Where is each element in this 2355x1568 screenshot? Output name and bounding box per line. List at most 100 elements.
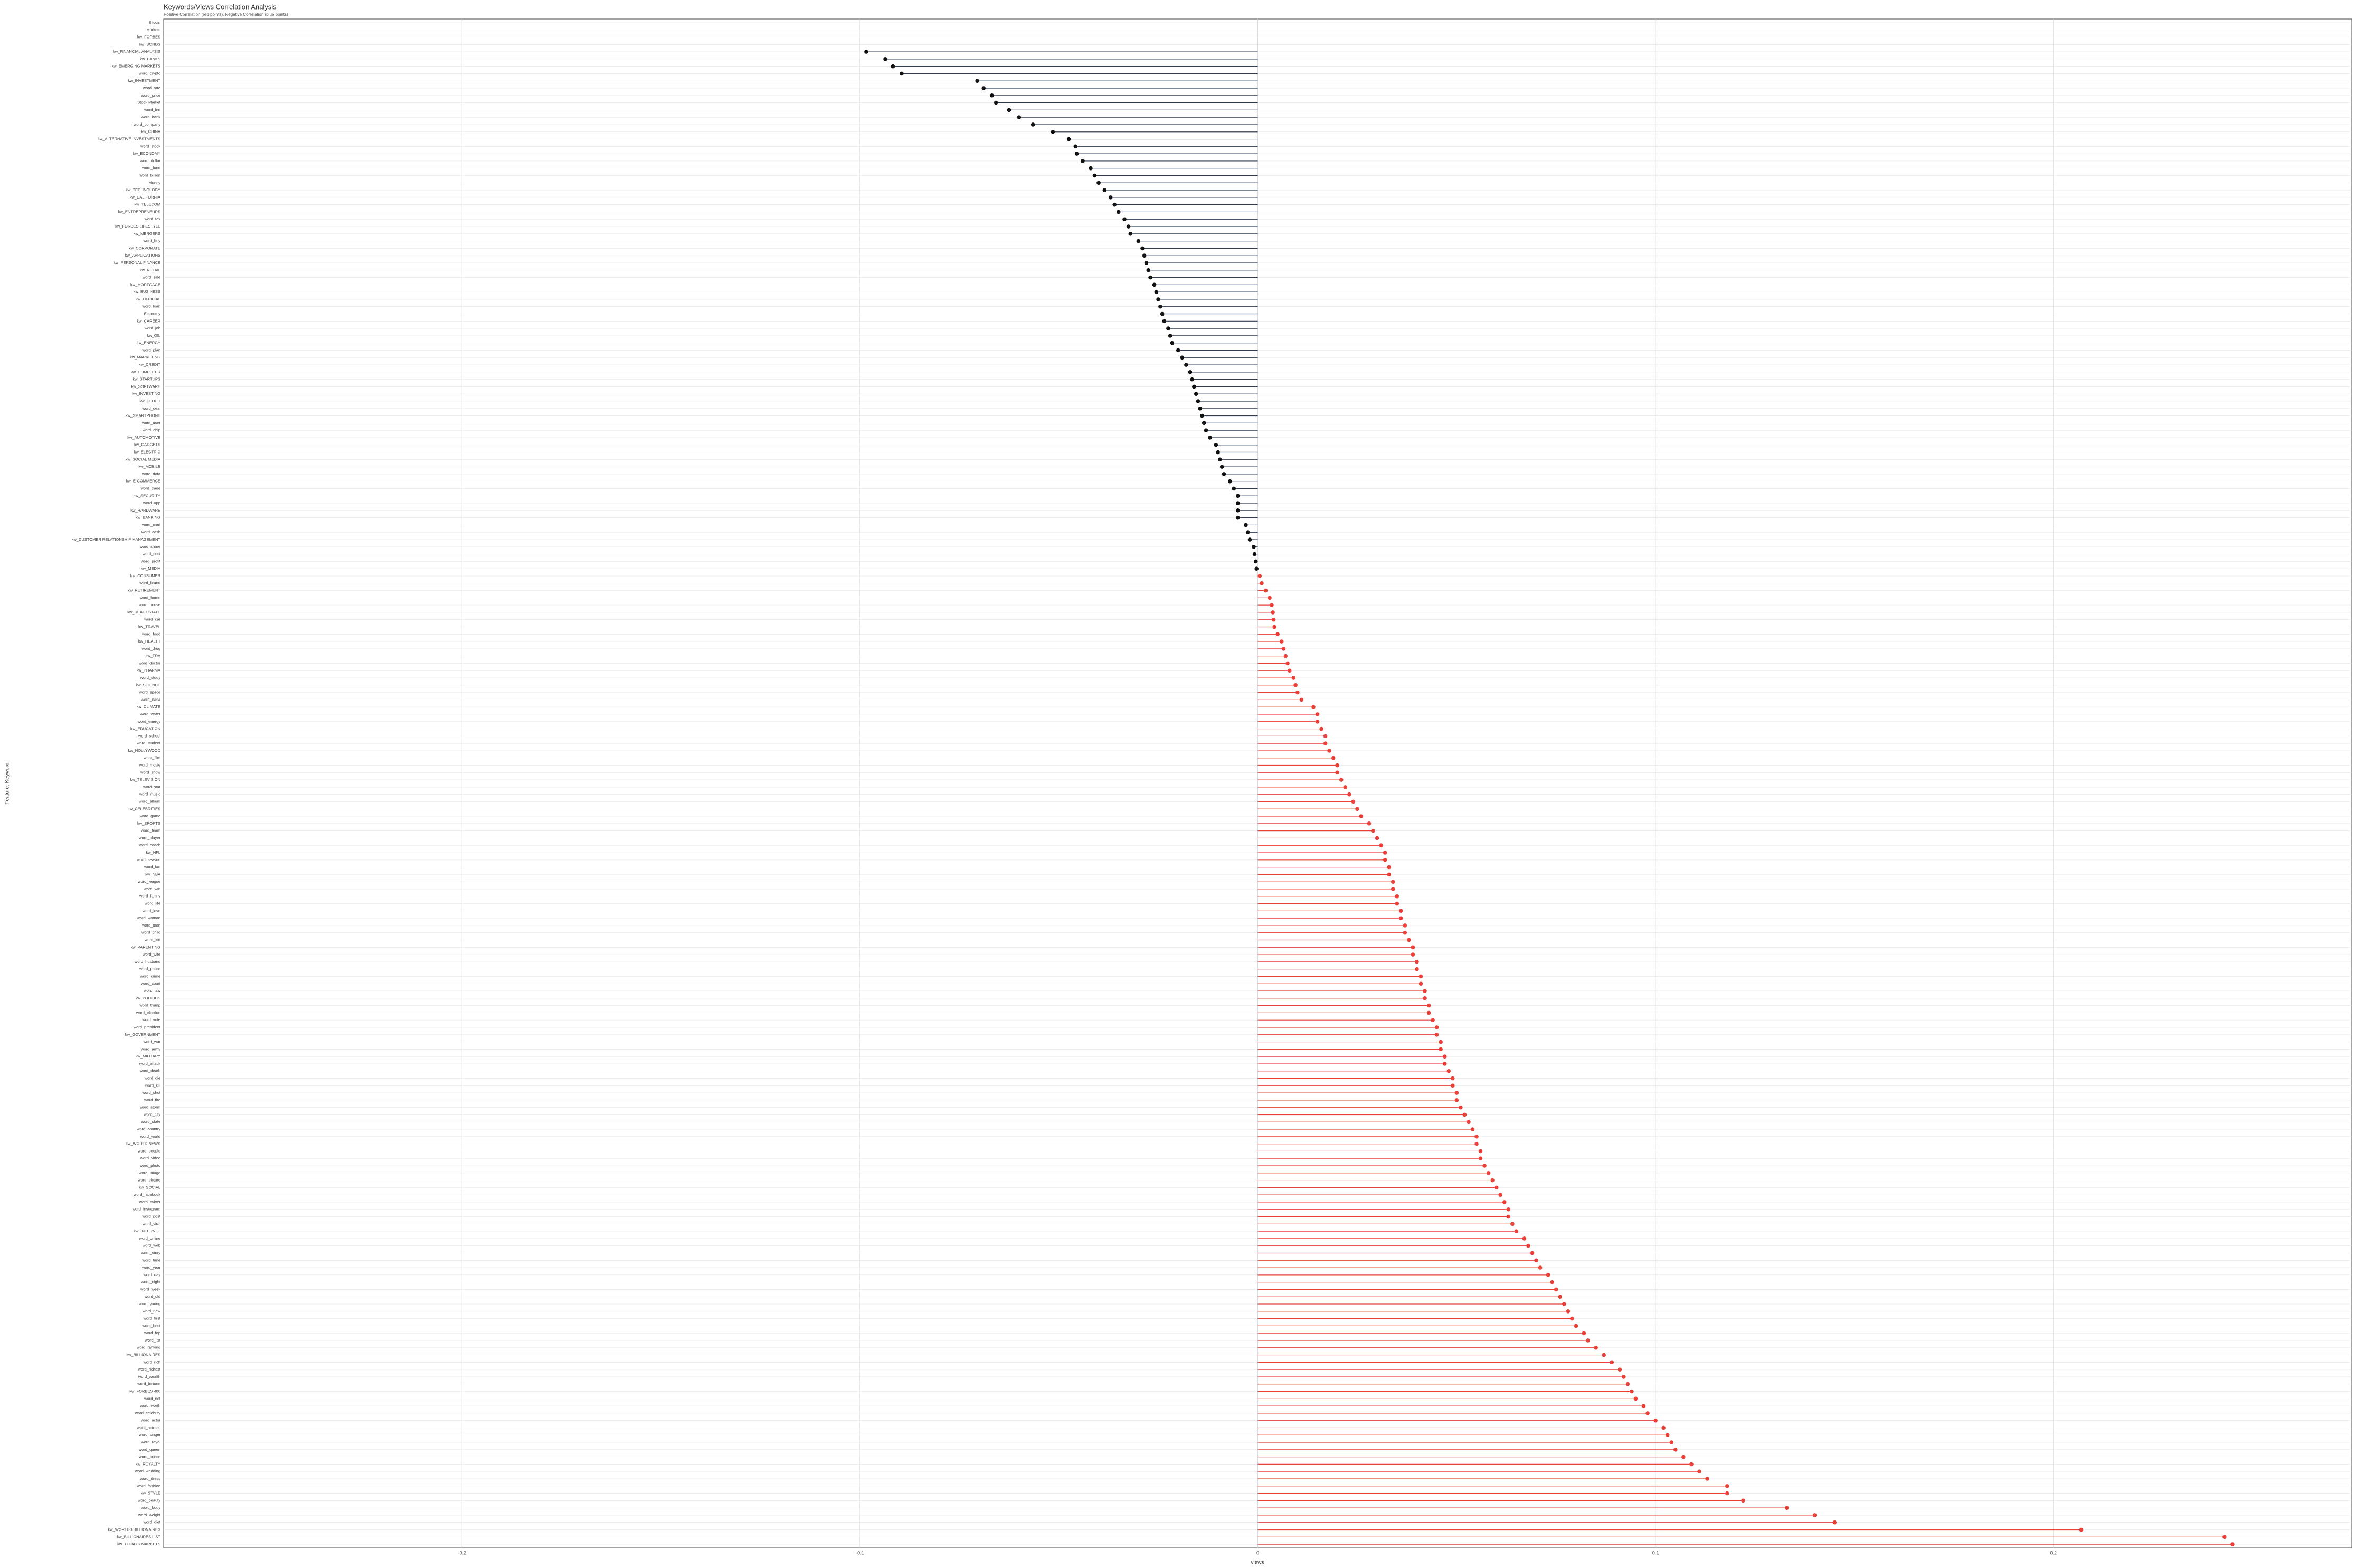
y-tick-label: kw_FORBES LIFESTYLE xyxy=(115,224,160,229)
y-tick-label: word_player xyxy=(138,835,160,840)
y-tick-label: word_city xyxy=(143,1112,160,1117)
lollipop-dot xyxy=(1343,785,1348,789)
y-tick-label: word_story xyxy=(140,1250,160,1255)
y-tick-label: kw_CAREER xyxy=(137,318,160,323)
lollipop-dot xyxy=(1291,676,1296,680)
y-tick-label: word_coach xyxy=(139,843,160,847)
y-tick-label: kw_ENERGY xyxy=(137,341,160,345)
y-tick-label: word_album xyxy=(138,799,160,804)
lollipop-dot xyxy=(1570,1316,1574,1321)
lollipop-dot xyxy=(1494,1185,1499,1190)
y-tick-label: word_plan xyxy=(141,347,160,352)
lollipop-dot xyxy=(1275,632,1280,637)
y-tick-label: kw_BILLIONAIRES LIST xyxy=(117,1534,160,1539)
lollipop-dot xyxy=(1630,1389,1634,1394)
x-tick-label: 0.2 xyxy=(2050,1550,2057,1555)
y-tick-label: word_rich xyxy=(143,1359,160,1364)
lollipop-dot xyxy=(1439,1047,1443,1052)
y-tick-label: word_time xyxy=(141,1258,160,1262)
y-tick-label: word_team xyxy=(140,828,160,833)
y-tick-label: word_picture xyxy=(137,1178,160,1183)
y-tick-label: kw_EMERGING MARKETS xyxy=(111,64,160,69)
y-tick-label: word_people xyxy=(137,1148,160,1153)
y-tick-label: Economy xyxy=(144,311,161,316)
y-tick-label: word_celebrity xyxy=(135,1411,161,1415)
lollipop-dot xyxy=(975,79,979,83)
y-tick-label: word_richest xyxy=(137,1367,160,1372)
y-tick-label: word_video xyxy=(140,1156,160,1160)
y-tick-label: word_data xyxy=(141,471,161,476)
lollipop-dot xyxy=(1526,1243,1530,1248)
y-tick-label: word_child xyxy=(141,930,160,935)
lollipop-dot xyxy=(1252,545,1256,549)
y-tick-label: kw_CREDIT xyxy=(139,362,161,367)
lollipop-dot xyxy=(1625,1382,1630,1386)
lollipop-dot xyxy=(1725,1491,1729,1496)
lollipop-dot xyxy=(1218,457,1222,462)
lollipop-dot xyxy=(1522,1236,1527,1241)
y-tick-label: kw_ELECTRIC xyxy=(134,450,161,455)
y-tick-label: kw_MORTGAGE xyxy=(130,282,160,287)
lollipop-dot xyxy=(1395,894,1399,899)
lollipop-dot xyxy=(1602,1353,1606,1357)
lollipop-dot xyxy=(1146,268,1151,272)
x-tick-label: 0 xyxy=(1256,1550,1259,1555)
lollipop-dot xyxy=(1498,1193,1503,1197)
y-tick-label: word_loan xyxy=(141,304,160,309)
lollipop-dot xyxy=(990,93,994,98)
lollipop-dot xyxy=(1462,1112,1467,1117)
lollipop-dot xyxy=(1446,1069,1451,1073)
y-tick-label: word_season xyxy=(136,857,160,862)
y-tick-label: kw_WORLD NEWS xyxy=(126,1141,160,1146)
lollipop-dot xyxy=(1170,341,1175,345)
y-tick-label: word_attack xyxy=(139,1061,161,1066)
lollipop-dot xyxy=(1156,297,1160,301)
lollipop-dot xyxy=(1434,1025,1439,1029)
lollipop-dot xyxy=(1214,442,1218,447)
y-tick-label: word_actress xyxy=(136,1425,160,1430)
lollipop-dot xyxy=(1204,428,1208,432)
lollipop-dot xyxy=(1832,1520,1837,1525)
y-tick-label: word_singer xyxy=(138,1432,160,1437)
y-tick-label: kw_AUTOMOTIVE xyxy=(127,435,160,440)
y-tick-label: kw_SECURITY xyxy=(134,493,160,498)
lollipop-dot xyxy=(1594,1345,1598,1350)
lollipop-dot xyxy=(1474,1141,1479,1146)
y-tick-label: kw_EDUCATION xyxy=(130,726,160,731)
lollipop-dot xyxy=(1108,195,1113,200)
lollipop-dot xyxy=(891,64,895,69)
lollipop-dot xyxy=(1257,574,1262,578)
y-tick-label: word_instagram xyxy=(132,1207,160,1212)
y-tick-label: word_price xyxy=(140,93,160,98)
y-tick-label: word_world xyxy=(140,1134,160,1139)
lollipop-dot xyxy=(1236,494,1240,498)
lollipop-dot xyxy=(1236,508,1240,513)
lollipop-dot xyxy=(1160,311,1165,316)
lollipop-dot xyxy=(1331,755,1336,760)
y-axis-label: Feature: Keyword xyxy=(5,763,11,805)
y-tick-label: word_old xyxy=(144,1294,160,1299)
y-tick-label: word_study xyxy=(140,675,161,680)
lollipop-dot xyxy=(1327,749,1331,753)
x-axis-label: views xyxy=(1251,1560,1264,1566)
y-tick-label: word_billion xyxy=(139,173,160,177)
y-tick-label: word_first xyxy=(143,1316,160,1321)
y-tick-label: kw_BONDS xyxy=(139,42,160,46)
lollipop-dot xyxy=(1391,887,1395,891)
y-tick-label: kw_HEALTH xyxy=(138,639,160,644)
x-tick-label: -0.1 xyxy=(856,1550,864,1555)
y-tick-label: kw_NBA xyxy=(145,872,160,876)
y-tick-label: word_star xyxy=(143,785,160,789)
y-tick-label: kw_MILITARY xyxy=(136,1054,160,1059)
lollipop-dot xyxy=(1180,355,1185,360)
lollipop-dot xyxy=(1323,741,1328,745)
lollipop-dot xyxy=(1232,486,1236,491)
y-tick-label: word_dollar xyxy=(139,158,160,163)
y-tick-label: kw_COMPUTER xyxy=(131,370,161,374)
y-tick-label: word_body xyxy=(140,1505,160,1510)
lollipop-dot xyxy=(1673,1448,1678,1452)
y-tick-label: word_facebook xyxy=(133,1192,160,1197)
lollipop-dot xyxy=(1423,996,1427,1000)
y-tick-label: kw_HARDWARE xyxy=(130,508,160,513)
y-tick-label: word_crypto xyxy=(138,71,160,75)
